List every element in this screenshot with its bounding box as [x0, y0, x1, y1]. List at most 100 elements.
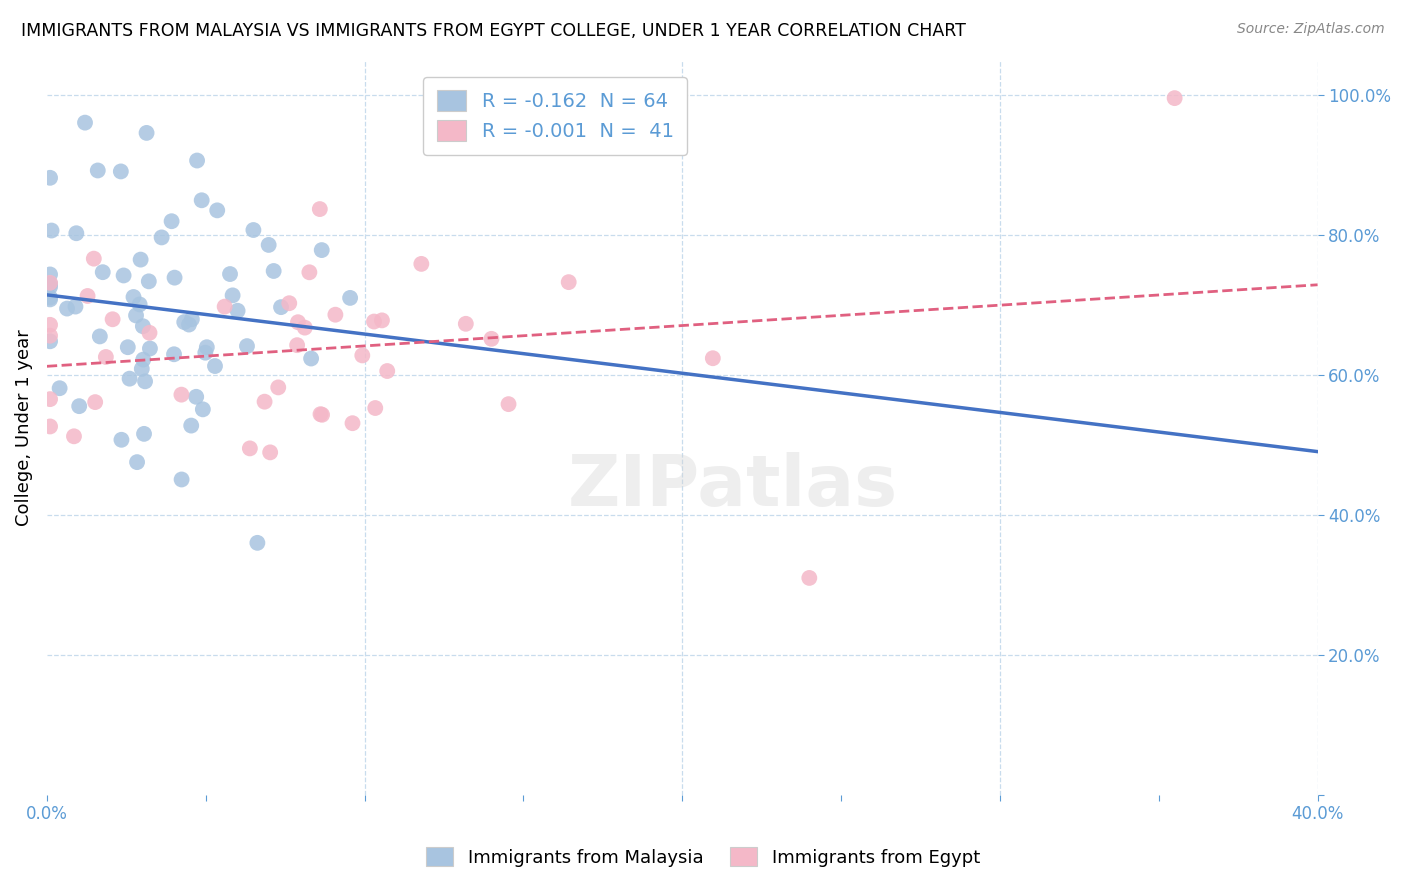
Point — [195, 340, 218, 354]
Point — [112, 268, 135, 283]
Point — [339, 291, 361, 305]
Point — [194, 345, 217, 359]
Point — [39, 170, 62, 185]
Point — [160, 214, 183, 228]
Point — [702, 351, 724, 366]
Point — [287, 315, 309, 329]
Point — [177, 318, 200, 332]
Point — [481, 332, 503, 346]
Point — [118, 371, 141, 385]
Point — [39, 328, 62, 343]
Point — [129, 252, 152, 267]
Point — [411, 257, 433, 271]
Point — [259, 445, 281, 459]
Point — [163, 347, 186, 361]
Point — [454, 317, 477, 331]
Point — [204, 359, 226, 373]
Text: Source: ZipAtlas.com: Source: ZipAtlas.com — [1237, 22, 1385, 37]
Point — [125, 455, 148, 469]
Point — [132, 319, 155, 334]
Point — [39, 318, 62, 332]
Point — [138, 326, 160, 340]
Point — [132, 352, 155, 367]
Point — [309, 407, 332, 421]
Point — [89, 329, 111, 343]
Point — [39, 280, 62, 294]
Point — [352, 348, 374, 362]
Point — [76, 289, 98, 303]
Point — [131, 362, 153, 376]
Point — [364, 401, 387, 415]
Point — [132, 426, 155, 441]
Point — [91, 265, 114, 279]
Point — [308, 202, 330, 216]
Point — [239, 442, 262, 456]
Point — [173, 315, 195, 329]
Text: IMMIGRANTS FROM MALAYSIA VS IMMIGRANTS FROM EGYPT COLLEGE, UNDER 1 YEAR CORRELAT: IMMIGRANTS FROM MALAYSIA VS IMMIGRANTS F… — [21, 22, 966, 40]
Point — [1163, 91, 1185, 105]
Point — [39, 334, 62, 349]
Point — [498, 397, 520, 411]
Point — [41, 223, 63, 237]
Point — [186, 153, 208, 168]
Point — [180, 418, 202, 433]
Point — [270, 300, 292, 314]
Point — [134, 375, 156, 389]
Point — [39, 268, 62, 282]
Point — [311, 243, 333, 257]
Point — [87, 163, 110, 178]
Point — [242, 223, 264, 237]
Point — [294, 320, 316, 334]
Point — [39, 291, 62, 305]
Y-axis label: College, Under 1 year: College, Under 1 year — [15, 329, 32, 525]
Point — [253, 394, 276, 409]
Point — [180, 312, 202, 326]
Point — [65, 300, 87, 314]
Point — [84, 395, 107, 409]
Point — [557, 275, 579, 289]
Point — [110, 433, 132, 447]
Point — [73, 115, 96, 129]
Point — [371, 313, 394, 327]
Point — [298, 265, 321, 279]
Point — [138, 274, 160, 288]
Point — [39, 419, 62, 434]
Point — [257, 238, 280, 252]
Text: ZIPatlas: ZIPatlas — [568, 451, 898, 521]
Point — [135, 126, 157, 140]
Point — [170, 387, 193, 401]
Point — [363, 314, 385, 328]
Point — [342, 416, 364, 430]
Point — [219, 267, 242, 281]
Point — [267, 380, 290, 394]
Point — [299, 351, 322, 366]
Point — [799, 571, 821, 585]
Legend: R = -0.162  N = 64, R = -0.001  N =  41: R = -0.162 N = 64, R = -0.001 N = 41 — [423, 77, 688, 155]
Point — [110, 164, 132, 178]
Point — [65, 226, 87, 240]
Point — [186, 390, 208, 404]
Point — [311, 408, 333, 422]
Point — [246, 536, 269, 550]
Point — [278, 296, 301, 310]
Legend: Immigrants from Malaysia, Immigrants from Egypt: Immigrants from Malaysia, Immigrants fro… — [419, 840, 987, 874]
Point — [236, 339, 259, 353]
Point — [139, 342, 162, 356]
Point — [117, 340, 139, 354]
Point — [39, 392, 62, 406]
Point — [150, 230, 173, 244]
Point — [94, 350, 117, 364]
Point — [128, 297, 150, 311]
Point — [39, 276, 62, 290]
Point — [205, 203, 228, 218]
Point — [56, 301, 79, 316]
Point — [101, 312, 124, 326]
Point — [170, 473, 193, 487]
Point — [226, 303, 249, 318]
Point — [67, 399, 90, 413]
Point — [39, 277, 62, 291]
Point — [325, 308, 347, 322]
Point — [221, 288, 243, 302]
Point — [191, 402, 214, 417]
Point — [285, 338, 308, 352]
